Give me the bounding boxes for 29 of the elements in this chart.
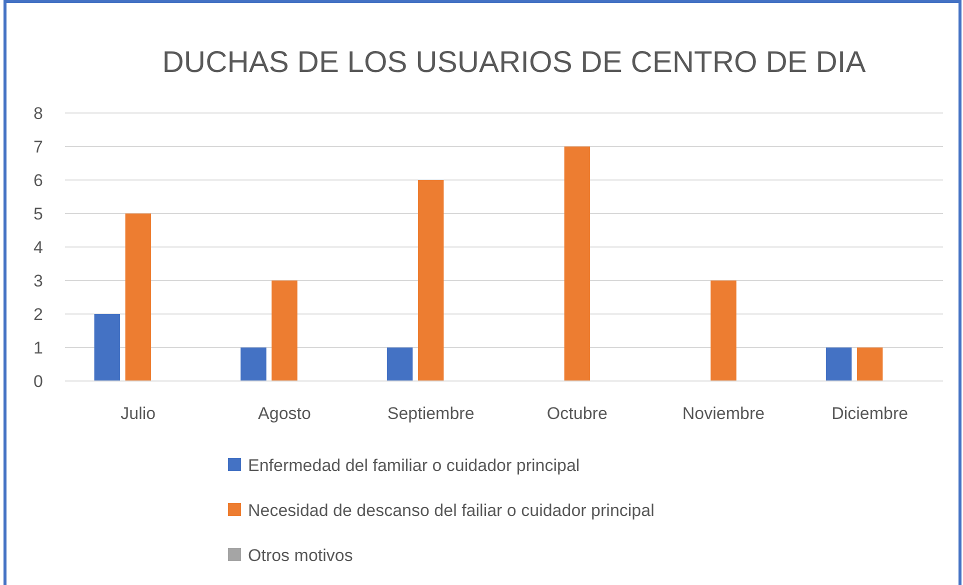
x-tick-label: Septiembre: [387, 404, 474, 423]
legend-label: Enfermedad del familiar o cuidador principal: [248, 456, 580, 475]
y-tick-label: 7: [34, 137, 43, 156]
legend-label: Otros motivos: [248, 546, 353, 565]
bar: [564, 146, 590, 381]
x-tick-label: Octubre: [546, 404, 608, 423]
x-tick-label: Diciembre: [832, 404, 908, 423]
bar: [272, 280, 298, 381]
bar: [856, 348, 883, 381]
y-tick-label: 3: [34, 271, 43, 290]
bar: [710, 280, 736, 381]
bar: [125, 214, 152, 381]
x-tick-label: Noviembre: [682, 404, 765, 423]
y-tick-label: 5: [34, 204, 43, 224]
legend-label: Necesidad de descanso del failiar o cuidador principal: [248, 500, 654, 520]
y-tick-label: 4: [34, 238, 43, 257]
bar: [94, 314, 120, 381]
y-tick-label: 2: [34, 304, 43, 324]
y-tick-label: 1: [34, 338, 43, 358]
y-tick-label: 0: [34, 372, 43, 391]
y-tick-label: 8: [34, 104, 43, 123]
chart-title: DUCHAS DE LOS USUARIOS DE CENTRO DE DIA: [162, 46, 866, 79]
bar: [386, 348, 413, 381]
bar: [826, 348, 852, 381]
bar: [240, 348, 266, 381]
x-tick-label: Agosto: [258, 404, 311, 423]
y-tick-label: 6: [34, 170, 43, 190]
x-tick-label: Julio: [120, 404, 156, 423]
bar: [418, 180, 444, 381]
